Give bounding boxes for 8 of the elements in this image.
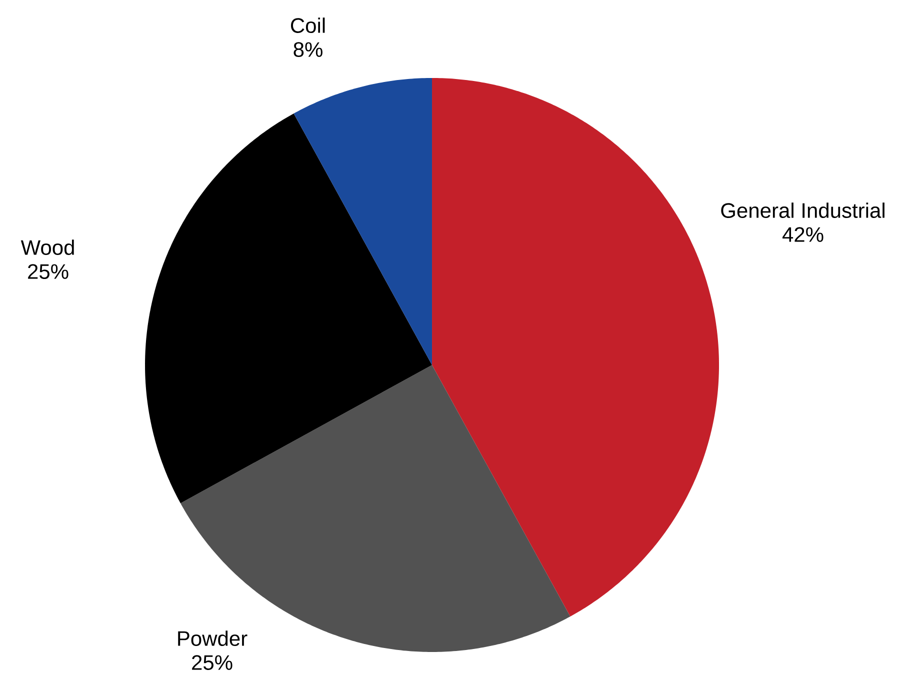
data-label: 42% [782, 227, 824, 242]
data-label: 25% [28, 264, 68, 279]
slice-label: Wood [20, 240, 74, 255]
data-label: 25% [192, 655, 232, 670]
slice-label: Coil [290, 18, 325, 33]
slice-label: General Industrial [721, 202, 884, 218]
data-label: 8% [294, 42, 322, 57]
slice-label: Powder [178, 630, 248, 646]
